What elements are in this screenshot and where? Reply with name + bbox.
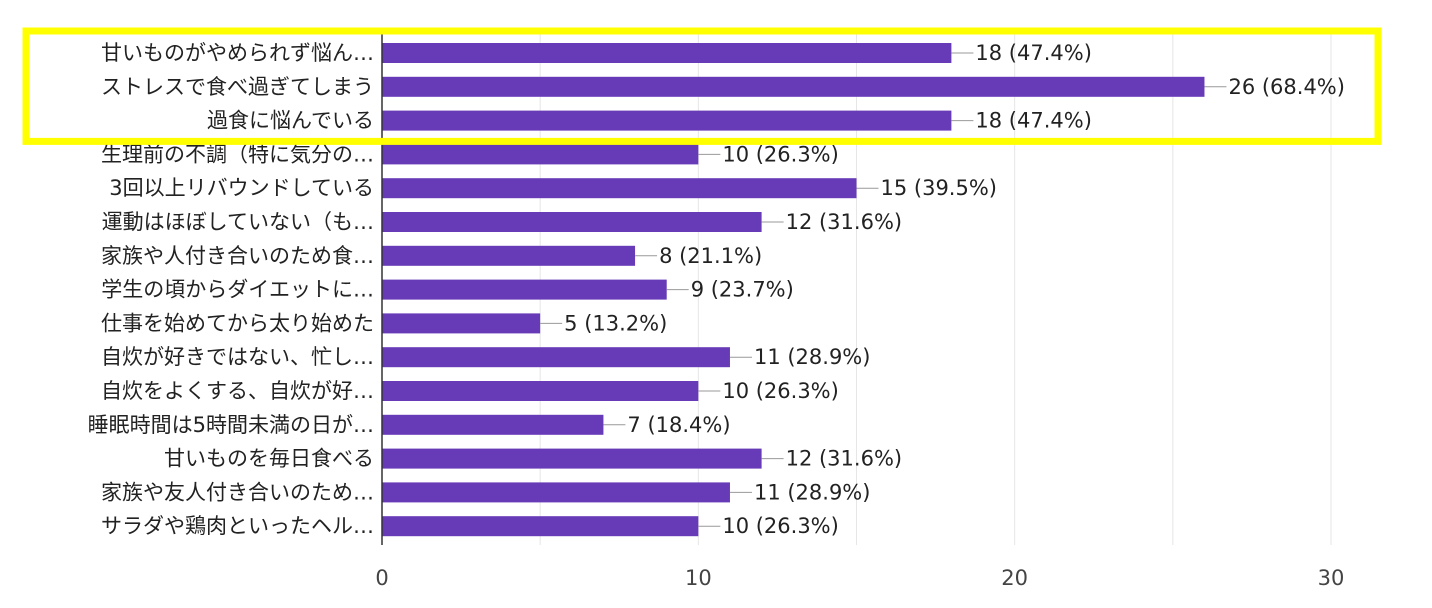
category-label: 自炊が好きではない、忙し… [101,345,374,369]
highlight [22,27,1382,145]
highlight-box [22,27,1382,145]
category-label: 3回以上リバウンドしている [109,176,374,200]
x-tick-label: 30 [1318,566,1345,590]
category-label: 睡眠時間は5時間未満の日が… [88,413,374,437]
x-tick-label: 10 [685,566,712,590]
bar [382,212,762,232]
bar [382,448,762,469]
bar [382,76,1205,97]
category-label: 生理前の不調（特に気分の… [101,142,374,166]
bar [382,347,730,368]
axis: 0 10 20 30 [375,34,1344,590]
value-label: 12 (31.6%) [786,210,903,234]
x-tick-label: 20 [1001,566,1028,590]
value-label: 10 (26.3%) [722,379,839,403]
bar [382,414,604,435]
value-label: 12 (31.6%) [786,447,903,471]
category-label: 家族や人付き合いのため食… [101,244,374,268]
bar [382,43,952,63]
bar [382,245,636,266]
bar [382,178,857,199]
bar [382,381,699,401]
bar [382,313,541,334]
bars [382,43,1227,537]
value-label: 18 (47.4%) [975,41,1092,65]
category-label: 運動はほぼしていない（も… [102,210,374,234]
value-label: 8 (21.1%) [659,244,762,268]
value-label: 11 (28.9%) [754,480,871,504]
category-label: 甘いものがやめられず悩ん… [101,41,374,65]
value-label: 10 (26.3%) [722,142,839,166]
value-label: 26 (68.4%) [1228,75,1345,99]
value-label: 10 (26.3%) [722,514,839,538]
bar [382,144,699,165]
category-label: 家族や友人付き合いのため… [101,480,374,504]
bar [382,110,952,131]
category-label: 学生の頃からダイエットに… [101,278,374,302]
category-label: ストレスで食べ過ぎてしまう [101,75,374,99]
bar [382,516,699,537]
bar [382,279,667,300]
value-label: 18 (47.4%) [975,109,1092,133]
category-label: サラダや鶏肉といったヘル… [101,514,374,538]
category-label: 過食に悩んでいる [207,109,374,133]
category-label: 仕事を始めてから太り始めた [101,311,374,335]
x-tick-label: 0 [375,566,388,590]
value-label: 11 (28.9%) [754,345,871,369]
value-label: 5 (13.2%) [564,311,667,335]
labels: 18 (47.4%) 甘いものがやめられず悩ん… 26 (68.4%) ストレスで食べ… [88,41,1345,538]
category-label: 甘いものを毎日食べる [164,447,374,471]
bar [382,482,730,503]
value-label: 9 (23.7%) [691,278,794,302]
value-label: 7 (18.4%) [627,413,730,437]
value-label: 15 (39.5%) [881,176,998,200]
category-label: 自炊をよくする、自炊が好… [101,379,374,403]
